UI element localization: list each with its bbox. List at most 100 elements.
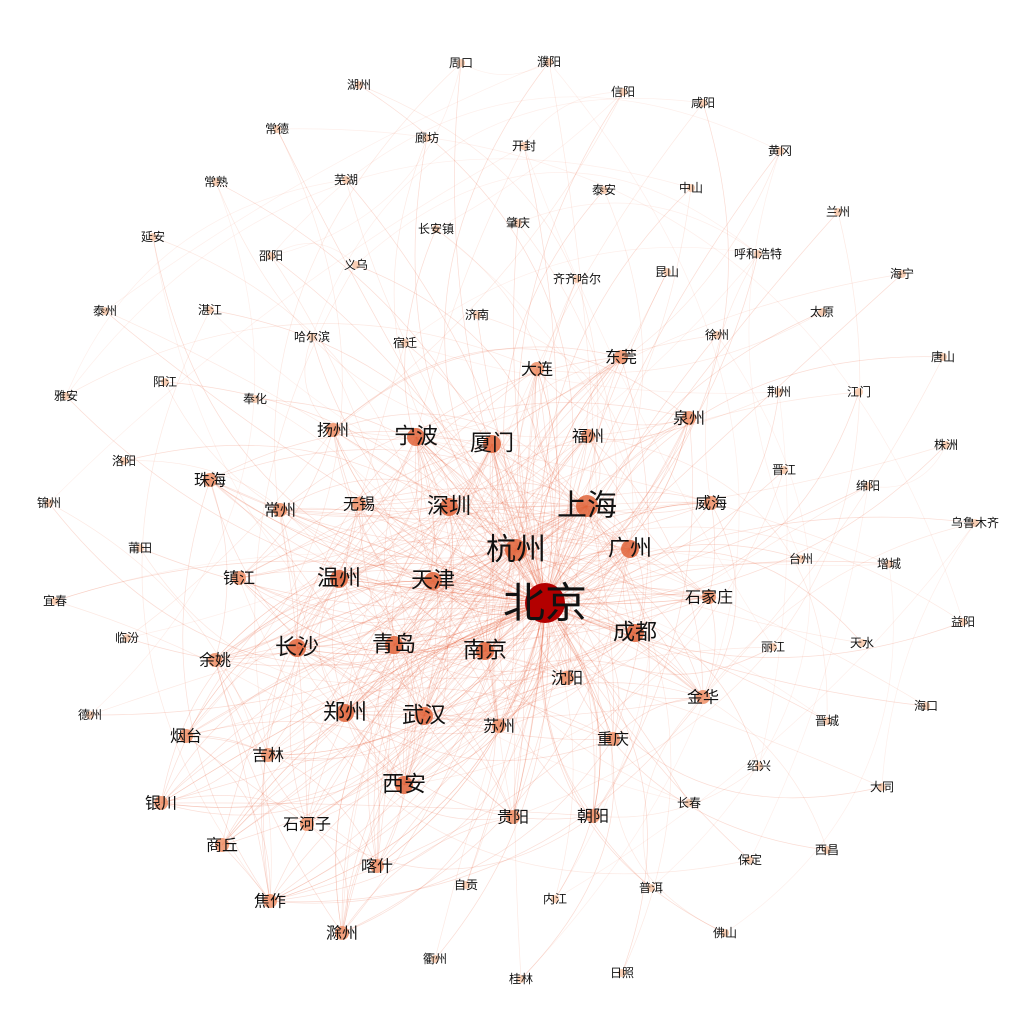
- graph-edge: [214, 659, 269, 756]
- graph-edge: [403, 443, 493, 786]
- node-label: 兰州: [826, 205, 850, 219]
- graph-edge: [152, 236, 690, 804]
- graph-edge: [238, 577, 546, 654]
- graph-edge: [393, 549, 517, 646]
- node-label: 晋城: [815, 714, 839, 728]
- graph-node: [457, 59, 465, 67]
- node-label: 丽江: [761, 640, 785, 654]
- graph-edge: [65, 395, 546, 604]
- graph-edge: [448, 506, 515, 727]
- graph-edge: [544, 502, 712, 604]
- graph-edge: [267, 549, 517, 756]
- graph-edge: [345, 503, 425, 717]
- graph-node: [769, 643, 777, 651]
- graph-edge: [331, 578, 405, 786]
- graph-edge: [344, 596, 710, 714]
- graph-edge: [517, 202, 759, 255]
- graph-edge: [434, 725, 500, 960]
- graph-edge: [221, 549, 517, 846]
- graph-node: [62, 392, 70, 400]
- graph-node: [232, 571, 246, 585]
- graph-edge: [269, 549, 517, 902]
- graph-edge: [403, 632, 636, 786]
- graph-node: [573, 275, 581, 283]
- graph-edge: [355, 264, 553, 604]
- graph-edge: [332, 429, 546, 604]
- graph-node: [506, 810, 520, 824]
- graph-edge: [160, 644, 395, 804]
- graph-edge: [341, 435, 589, 934]
- node-label: 成都: [613, 621, 657, 646]
- graph-edge: [160, 602, 546, 808]
- graph-edge: [279, 402, 690, 511]
- graph-edge: [160, 650, 486, 808]
- graph-edge: [515, 549, 614, 740]
- graph-edge: [415, 436, 690, 804]
- graph-edge: [544, 602, 751, 861]
- graph-edge: [304, 336, 334, 431]
- graph-edge: [484, 624, 704, 698]
- graph-edge: [523, 91, 624, 147]
- node-label: 苏州: [483, 717, 515, 736]
- graph-edge: [544, 602, 760, 767]
- graph-node: [878, 783, 886, 791]
- node-label: 泰州: [93, 304, 117, 318]
- graph-edge: [642, 696, 704, 889]
- graph-node: [355, 81, 363, 89]
- graph-edge: [89, 602, 546, 716]
- node-layer: [45, 58, 979, 983]
- graph-edge: [484, 650, 883, 788]
- node-label: 日照: [610, 966, 634, 980]
- graph-edge: [65, 323, 538, 397]
- graph-node: [326, 423, 340, 437]
- graph-edge: [296, 578, 340, 649]
- graph-edge: [484, 618, 636, 652]
- node-label: 哈尔滨: [294, 329, 330, 344]
- graph-edge: [432, 356, 622, 582]
- graph-edge: [214, 436, 417, 661]
- node-label: 泰安: [592, 182, 616, 197]
- graph-edge: [544, 551, 863, 644]
- graph-edge: [279, 505, 588, 511]
- graph-node: [352, 497, 366, 511]
- graph-edge: [296, 505, 588, 649]
- graph-edge: [214, 562, 546, 661]
- node-label: 乌鲁木齐: [951, 515, 999, 530]
- graph-node: [517, 975, 525, 983]
- graph-edge: [612, 356, 649, 740]
- graph-edge: [358, 503, 517, 566]
- graph-edge: [423, 102, 704, 717]
- graph-node: [401, 339, 409, 347]
- graph-edge: [267, 715, 425, 761]
- graph-edge: [724, 563, 894, 934]
- graph-edge: [512, 602, 546, 818]
- node-label: 珠海: [194, 471, 226, 490]
- node-label: 常熟: [204, 174, 228, 189]
- graph-edge: [270, 243, 357, 266]
- graph-edge: [611, 738, 726, 934]
- graph-edge: [338, 549, 517, 594]
- graph-edge: [332, 429, 568, 679]
- graph-edge: [517, 368, 546, 604]
- node-label: 洛阳: [112, 453, 136, 468]
- graph-node: [586, 809, 600, 823]
- graph-node: [746, 856, 754, 864]
- graph-edge: [448, 506, 488, 652]
- graph-edge: [209, 479, 281, 511]
- graph-edge: [152, 236, 434, 582]
- node-label: 沈阳: [551, 669, 583, 688]
- graph-edge: [338, 578, 395, 646]
- graph-edge: [650, 334, 811, 889]
- graph-edge: [306, 602, 546, 825]
- graph-node: [273, 125, 281, 133]
- graph-edge: [393, 505, 588, 646]
- graph-edge: [338, 342, 406, 580]
- node-label: 南京: [463, 639, 507, 664]
- graph-edge: [54, 600, 405, 786]
- graph-node: [818, 308, 826, 316]
- graph-node: [942, 441, 950, 449]
- graph-edge: [261, 506, 450, 902]
- graph-edge: [393, 644, 514, 818]
- graph-edge: [345, 179, 546, 604]
